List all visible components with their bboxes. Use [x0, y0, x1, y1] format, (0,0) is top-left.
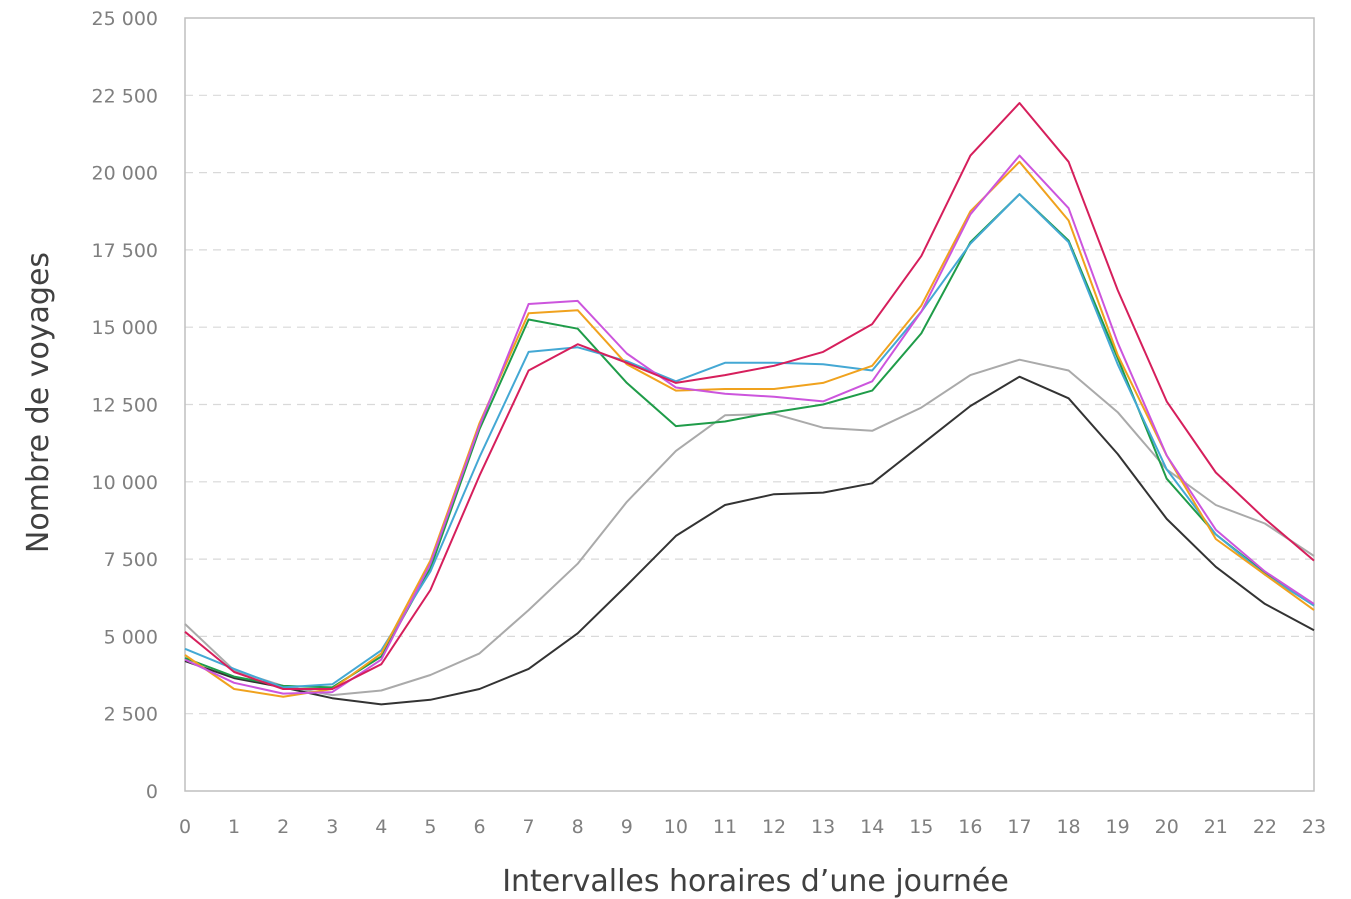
- x-tick-label: 2: [277, 816, 289, 838]
- x-tick-label: 11: [713, 816, 737, 838]
- plot-frame: [184, 17, 1315, 792]
- x-tick-label: 19: [1106, 816, 1130, 838]
- y-tick-label: 12 500: [92, 395, 158, 417]
- x-tick-label: 15: [909, 816, 933, 838]
- x-tick-label: 1: [228, 816, 240, 838]
- y-tick-label: 2 500: [104, 704, 158, 726]
- x-tick-label: 14: [860, 816, 884, 838]
- y-tick-label: 15 000: [92, 317, 158, 339]
- x-tick-label: 0: [179, 816, 191, 838]
- series-line-6: [184, 154, 1315, 695]
- x-tick-label: 6: [473, 816, 485, 838]
- y-tick-label: 5 000: [104, 626, 158, 648]
- series-line-5: [184, 160, 1315, 698]
- x-tick-label: 23: [1302, 816, 1326, 838]
- y-tick-label: 10 000: [92, 472, 158, 494]
- x-tick-label: 5: [424, 816, 436, 838]
- y-tick-label: 20 000: [92, 163, 158, 185]
- x-tick-label: 9: [621, 816, 633, 838]
- x-tick-label: 21: [1204, 816, 1228, 838]
- y-tick-label: 22 500: [92, 85, 158, 107]
- y-tick-label: 7 500: [104, 549, 158, 571]
- series-line-1: [184, 358, 1315, 697]
- x-axis-title: Intervalles horaires d’une journée: [502, 864, 1009, 899]
- x-tick-label: 3: [326, 816, 338, 838]
- y-tick-label: 17 500: [92, 240, 158, 262]
- x-tick-label: 12: [762, 816, 786, 838]
- x-tick-label: 16: [958, 816, 982, 838]
- y-tick-label: 25 000: [92, 8, 158, 30]
- x-tick-labels: 0 1 2 3 4 5 6 7 8 9 10 11 12 13 14 15 16 17 18 19 20 21 22 23: [179, 816, 1326, 838]
- grid-lines: [185, 94, 1314, 715]
- x-tick-label: 4: [375, 816, 387, 838]
- y-tick-labels: 0 2 500 5 000 7 500 10 000 12 500 15 000 17 500…: [92, 8, 158, 803]
- x-tick-label: 13: [811, 816, 835, 838]
- x-tick-label: 20: [1155, 816, 1179, 838]
- series-line-4: [184, 193, 1315, 689]
- series-line-7: [184, 102, 1315, 690]
- y-tick-label: 0: [146, 781, 158, 803]
- x-tick-label: 18: [1056, 816, 1080, 838]
- series-line-2: [184, 375, 1315, 706]
- y-axis-title: Nombre de voyages: [21, 252, 56, 553]
- series-lines: [184, 102, 1315, 706]
- x-tick-label: 17: [1007, 816, 1031, 838]
- x-tick-label: 8: [572, 816, 584, 838]
- x-tick-label: 7: [523, 816, 535, 838]
- x-tick-label: 22: [1253, 816, 1277, 838]
- x-tick-label: 10: [664, 816, 688, 838]
- series-line-3: [184, 193, 1315, 689]
